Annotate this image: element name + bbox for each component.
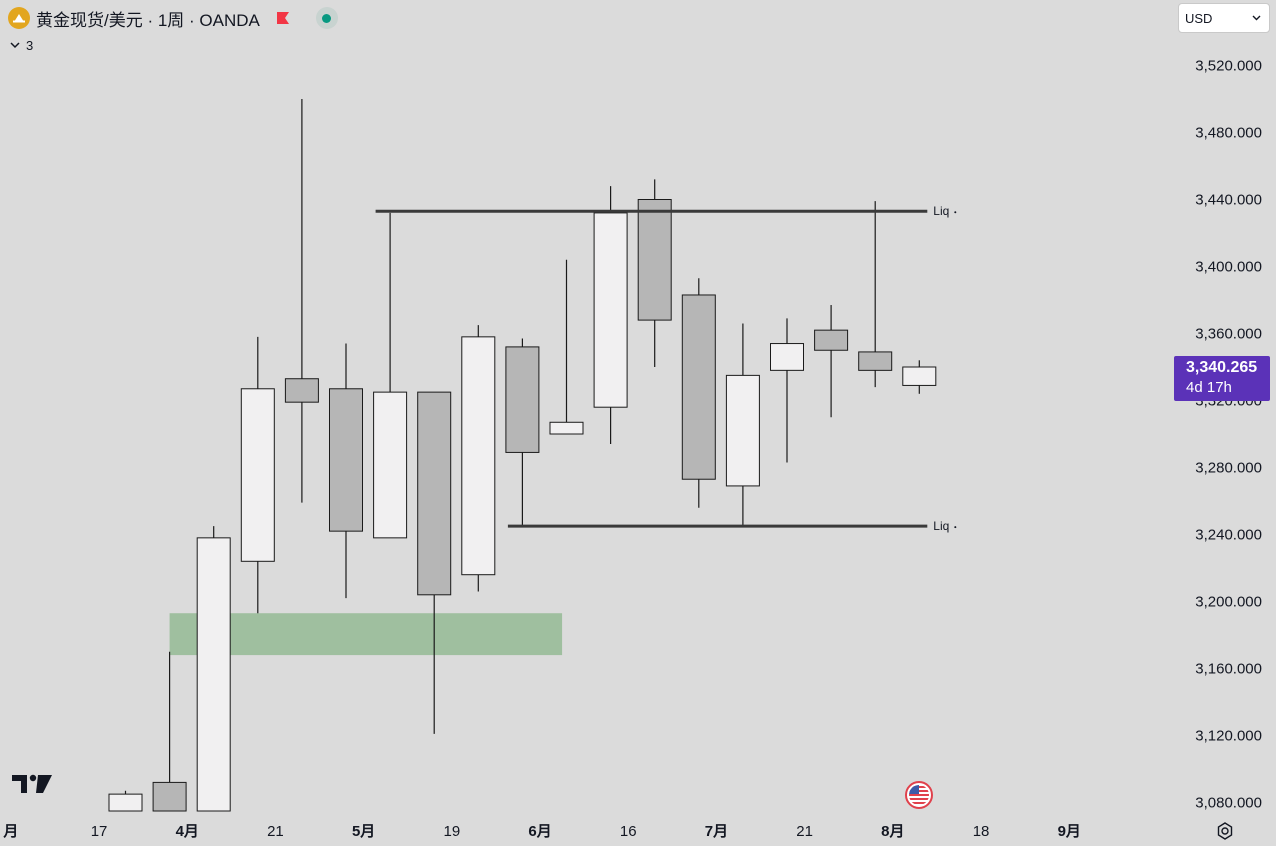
candle-body bbox=[196, 537, 231, 812]
candle bbox=[902, 360, 937, 394]
candle bbox=[329, 343, 363, 599]
candle-body bbox=[284, 378, 319, 403]
candle bbox=[814, 305, 849, 418]
price-tick-label: 3,240.000 bbox=[1195, 527, 1262, 544]
candle-body bbox=[814, 329, 849, 351]
candle bbox=[725, 323, 760, 527]
candle bbox=[549, 259, 584, 435]
candle bbox=[461, 325, 496, 592]
time-tick-label: 4月 bbox=[176, 823, 199, 840]
red-flag-icon[interactable] bbox=[276, 11, 290, 25]
candle-body bbox=[681, 294, 716, 480]
candle bbox=[858, 201, 893, 388]
candle-body bbox=[858, 351, 893, 371]
market-open-dot-icon bbox=[322, 13, 332, 23]
last-price: 3,340.265 bbox=[1186, 359, 1258, 376]
time-tick-label: 7月 bbox=[705, 823, 728, 840]
candles-layer bbox=[108, 99, 937, 812]
candle bbox=[681, 278, 716, 508]
gold-coin-icon bbox=[8, 7, 30, 29]
candle bbox=[108, 790, 143, 812]
market-status-icon[interactable] bbox=[315, 7, 338, 29]
candle-body bbox=[505, 346, 540, 453]
time-tick-label: 19 bbox=[443, 823, 460, 840]
time-tick-label: 8月 bbox=[881, 823, 904, 840]
price-tick-label: 3,360.000 bbox=[1195, 326, 1262, 343]
candle bbox=[637, 179, 672, 367]
candle-body bbox=[770, 343, 804, 371]
time-tick-label: 6月 bbox=[528, 823, 551, 840]
bar-countdown: 4d 17h bbox=[1186, 379, 1232, 396]
candle bbox=[240, 336, 275, 614]
liquidity-label: Liq bbox=[933, 204, 949, 218]
candle-body bbox=[373, 391, 408, 539]
candle bbox=[152, 651, 187, 812]
currency-value: USD bbox=[1185, 10, 1213, 26]
time-tick-label: 17 bbox=[91, 823, 108, 840]
candle-body bbox=[593, 212, 628, 408]
liquidity-label: Liq bbox=[933, 519, 949, 533]
candle-body bbox=[329, 388, 363, 532]
candle bbox=[505, 338, 540, 527]
price-tick-label: 3,520.000 bbox=[1195, 58, 1262, 75]
candle-body bbox=[637, 199, 672, 321]
symbol-legend[interactable]: 黄金现货/美元 · 1周 · OANDA bbox=[8, 6, 338, 30]
time-tick-label: 5月 bbox=[352, 823, 375, 840]
symbol-title: 黄金现货/美元 · 1周 · OANDA bbox=[36, 10, 260, 30]
liquidity-lines-layer: Liq Liq bbox=[375, 204, 957, 533]
candle-body bbox=[108, 793, 143, 812]
demand-zone-layer bbox=[169, 613, 563, 656]
liquidity-label-dot bbox=[954, 526, 957, 529]
candle-body bbox=[549, 421, 584, 435]
us-flag-event-icon[interactable] bbox=[905, 781, 933, 814]
price-tick-label: 3,120.000 bbox=[1195, 728, 1262, 745]
candle bbox=[284, 99, 319, 503]
price-axis: 3,520.000 3,480.000 3,440.000 3,400.000 3,36… bbox=[1195, 58, 1262, 812]
candle-body bbox=[240, 388, 275, 562]
candle bbox=[196, 526, 231, 812]
currency-select[interactable]: USD bbox=[1178, 3, 1270, 33]
candle-body bbox=[725, 374, 760, 487]
time-tick-label: 16 bbox=[620, 823, 637, 840]
time-tick-label: 月 bbox=[2, 823, 18, 840]
gear-icon[interactable] bbox=[1215, 821, 1235, 846]
chevron-down-icon bbox=[10, 42, 20, 49]
tradingview-logo-icon[interactable] bbox=[11, 773, 53, 800]
price-tick-label: 3,400.000 bbox=[1195, 259, 1262, 276]
indicator-count: 3 bbox=[26, 38, 34, 53]
candle-body bbox=[461, 336, 496, 576]
time-axis: 月 17 4月 21 5月 19 6月 16 7月 21 8月 18 9月 bbox=[2, 823, 1081, 840]
indicators-toggle[interactable]: 3 bbox=[10, 38, 33, 53]
demand-zone bbox=[169, 613, 563, 656]
candle-body bbox=[417, 391, 452, 596]
price-tick-label: 3,160.000 bbox=[1195, 661, 1262, 678]
time-tick-label: 18 bbox=[973, 823, 990, 840]
liquidity-label-dot bbox=[954, 211, 957, 214]
price-tick-label: 3,480.000 bbox=[1195, 125, 1262, 142]
candle-body bbox=[152, 781, 187, 812]
candle-body bbox=[902, 366, 937, 386]
price-tick-label: 3,280.000 bbox=[1195, 460, 1262, 477]
candle bbox=[373, 212, 408, 539]
candle bbox=[770, 318, 804, 463]
chevron-down-icon bbox=[1252, 15, 1261, 21]
price-tick-label: 3,440.000 bbox=[1195, 192, 1262, 209]
time-tick-label: 21 bbox=[796, 823, 813, 840]
price-tick-label: 3,200.000 bbox=[1195, 594, 1262, 611]
candle bbox=[593, 186, 628, 445]
last-price-tag: 3,340.265 4d 17h bbox=[1174, 356, 1270, 401]
time-tick-label: 21 bbox=[267, 823, 284, 840]
price-tick-label: 3,080.000 bbox=[1195, 795, 1262, 812]
candle bbox=[417, 391, 452, 734]
time-tick-label: 9月 bbox=[1058, 823, 1081, 840]
